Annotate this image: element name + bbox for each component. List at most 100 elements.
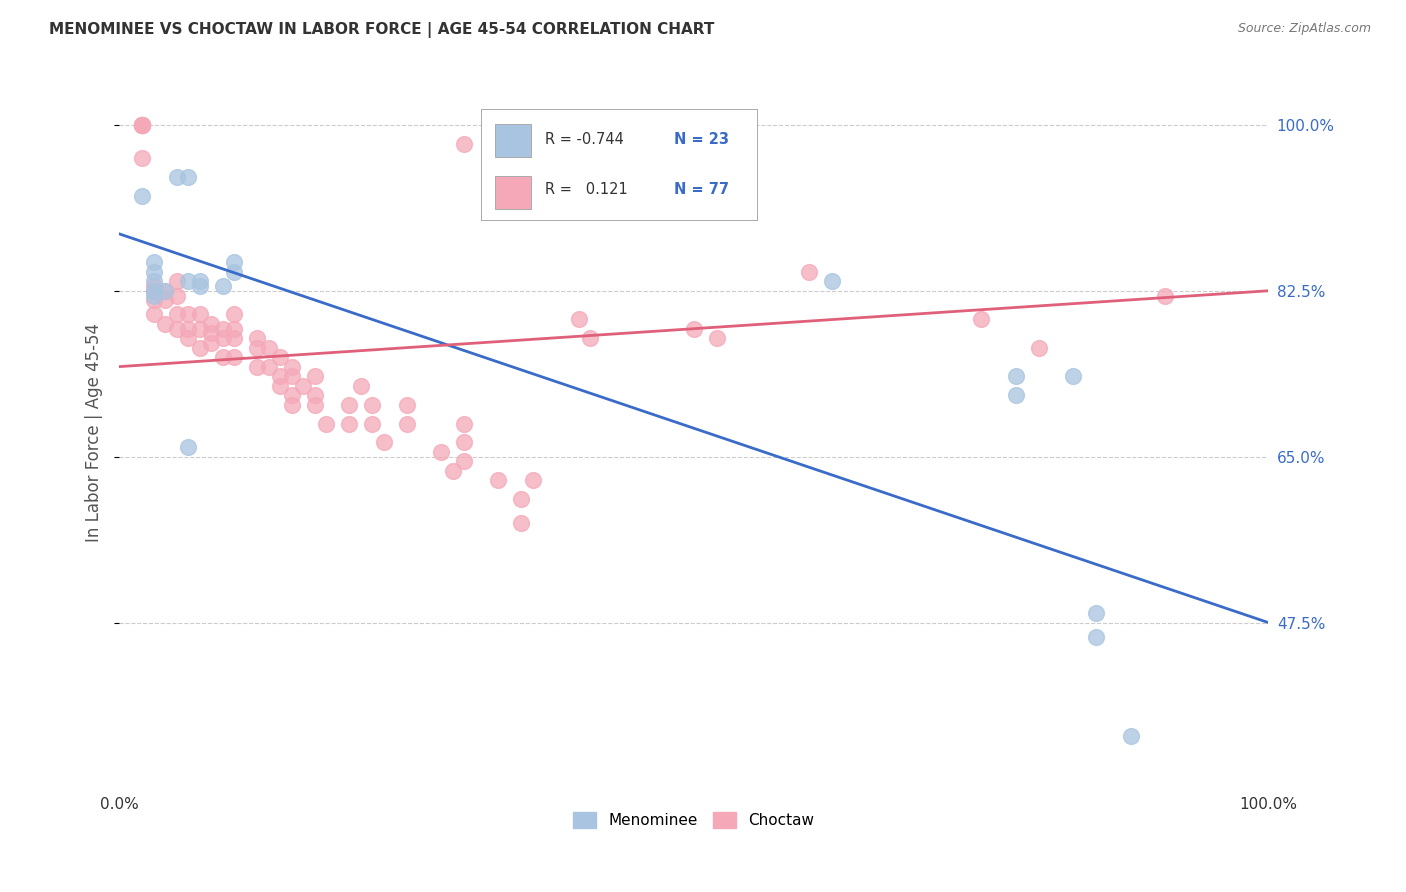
Point [142, 284, 165, 298]
Point [395, 417, 418, 431]
Point [361, 417, 384, 431]
Point [304, 369, 326, 384]
Point [177, 169, 200, 184]
Point [155, 293, 177, 308]
Point [430, 445, 453, 459]
Point [142, 293, 165, 308]
Point [131, 118, 153, 132]
Point [257, 359, 280, 374]
Point [142, 308, 165, 322]
Point [177, 274, 200, 288]
Point [453, 435, 475, 450]
Point [246, 341, 269, 355]
Point [510, 492, 533, 507]
Point [269, 369, 291, 384]
Point [224, 265, 246, 279]
Point [188, 321, 211, 335]
Point [211, 321, 233, 335]
Y-axis label: In Labor Force | Age 45-54: In Labor Force | Age 45-54 [86, 324, 103, 542]
Point [131, 118, 153, 132]
Point [280, 359, 302, 374]
Point [177, 331, 200, 345]
Point [682, 321, 704, 335]
Point [269, 378, 291, 392]
Text: Source: ZipAtlas.com: Source: ZipAtlas.com [1237, 22, 1371, 36]
Point [337, 417, 360, 431]
Point [568, 312, 591, 326]
Point [315, 417, 337, 431]
Point [706, 331, 728, 345]
Point [166, 274, 188, 288]
Point [188, 279, 211, 293]
Point [280, 369, 302, 384]
Point [166, 308, 188, 322]
Point [142, 279, 165, 293]
Point [155, 317, 177, 331]
Point [142, 265, 165, 279]
Point [142, 288, 165, 302]
Point [1119, 730, 1142, 744]
Point [292, 378, 315, 392]
Point [579, 331, 602, 345]
Point [142, 274, 165, 288]
Point [131, 151, 153, 165]
Point [257, 341, 280, 355]
Point [337, 398, 360, 412]
Point [821, 274, 844, 288]
Point [188, 341, 211, 355]
Point [280, 398, 302, 412]
Point [441, 464, 464, 478]
Point [200, 326, 222, 341]
Point [200, 317, 222, 331]
Legend: Menominee, Choctaw: Menominee, Choctaw [567, 806, 821, 834]
Point [395, 398, 418, 412]
Point [510, 516, 533, 530]
Point [453, 454, 475, 468]
Point [246, 331, 269, 345]
Point [224, 255, 246, 269]
Point [1154, 288, 1177, 302]
Point [1085, 606, 1108, 620]
Point [453, 136, 475, 151]
Point [488, 474, 510, 488]
Point [1028, 341, 1050, 355]
Point [166, 169, 188, 184]
Point [177, 308, 200, 322]
Point [131, 118, 153, 132]
Point [166, 288, 188, 302]
Point [177, 440, 200, 454]
Point [797, 265, 820, 279]
Point [131, 118, 153, 132]
Point [142, 284, 165, 298]
Point [304, 388, 326, 402]
Point [373, 435, 395, 450]
Point [211, 331, 233, 345]
Point [349, 378, 371, 392]
Point [1004, 388, 1026, 402]
Point [155, 284, 177, 298]
Point [211, 279, 233, 293]
Point [188, 308, 211, 322]
Point [200, 335, 222, 350]
Point [155, 284, 177, 298]
Point [361, 398, 384, 412]
Point [131, 189, 153, 203]
Point [224, 321, 246, 335]
Point [177, 321, 200, 335]
Point [224, 308, 246, 322]
Point [224, 331, 246, 345]
Point [1062, 369, 1084, 384]
Point [211, 350, 233, 364]
Point [1085, 630, 1108, 644]
Point [280, 388, 302, 402]
Point [131, 118, 153, 132]
Point [522, 474, 544, 488]
Point [304, 398, 326, 412]
Point [269, 350, 291, 364]
Point [166, 321, 188, 335]
Point [246, 359, 269, 374]
Point [142, 255, 165, 269]
Point [188, 274, 211, 288]
Text: MENOMINEE VS CHOCTAW IN LABOR FORCE | AGE 45-54 CORRELATION CHART: MENOMINEE VS CHOCTAW IN LABOR FORCE | AG… [49, 22, 714, 38]
Point [131, 118, 153, 132]
